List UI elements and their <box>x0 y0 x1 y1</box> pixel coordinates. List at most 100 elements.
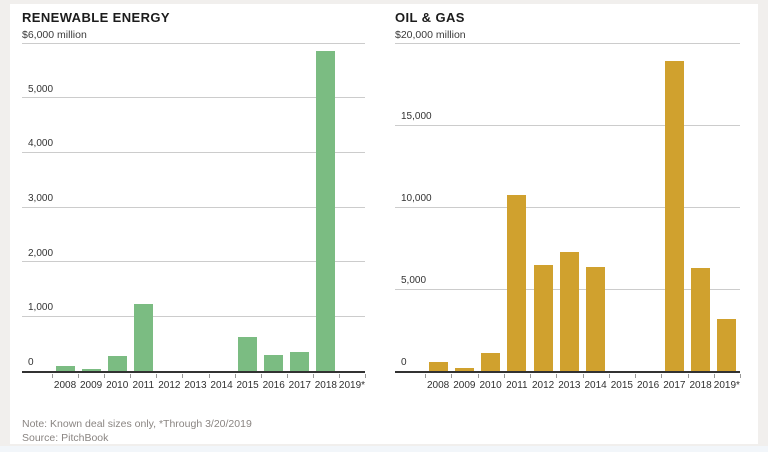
x-axis-tick <box>182 374 184 378</box>
plot-area: 15,000 10,000 5,000 0 2008 2009 2010 2011 2012 20… <box>395 42 741 391</box>
x-tick-label-2008: 2008 <box>53 380 77 391</box>
y-tick-label-5000: 5,000 <box>401 275 427 286</box>
x-axis-tick <box>477 374 479 378</box>
x-axis-tick <box>78 374 80 378</box>
y-axis-unit-label: $20,000 million <box>395 29 466 41</box>
x-tick-label-2018: 2018 <box>314 380 337 391</box>
bar-2016 <box>264 354 284 371</box>
x-axis-tick <box>582 374 584 378</box>
x-axis-tick <box>104 374 106 378</box>
x-axis-tick <box>635 374 636 378</box>
x-tick-label-2011: 2011 <box>132 380 155 391</box>
y-tick-label-3000: 3,000 <box>28 193 54 204</box>
x-axis-tick <box>208 374 210 378</box>
chart-title: RENEWABLE ENERGY <box>22 10 170 25</box>
x-axis-tick <box>503 374 505 378</box>
y-tick-label-5000: 5,000 <box>28 83 54 95</box>
gridline-10000 <box>395 206 740 208</box>
bar-2018 <box>316 51 336 371</box>
page-bottom-strip <box>0 446 768 452</box>
x-tick-label-2009: 2009 <box>79 380 103 391</box>
x-axis-baseline <box>395 371 740 373</box>
x-axis-tick <box>52 374 53 378</box>
x-tick-label-2014: 2014 <box>584 380 607 391</box>
bar-2017 <box>290 352 310 371</box>
y-tick-label-2000: 2,000 <box>28 247 54 259</box>
x-axis-tick <box>365 374 366 378</box>
chart-title: OIL & GAS <box>395 10 465 25</box>
bar-2008 <box>428 361 448 371</box>
gridline-15000 <box>395 124 740 126</box>
bar-2008 <box>55 365 75 371</box>
gridline-5000 <box>22 97 365 99</box>
x-axis-tick <box>661 374 663 378</box>
x-tick-label-2014: 2014 <box>210 380 233 391</box>
x-axis-tick <box>156 374 158 378</box>
bar-2009 <box>81 368 101 371</box>
renewable-energy-chart: RENEWABLE ENERGY $6,000 million 5,000 4,0… <box>22 4 366 404</box>
x-axis-tick <box>234 374 236 378</box>
x-tick-label-2010: 2010 <box>479 380 502 391</box>
x-axis-tick <box>338 374 340 378</box>
x-tick-label-2019*: 2019* <box>338 380 366 391</box>
x-tick-label-2011: 2011 <box>506 380 528 391</box>
x-tick-label-2012: 2012 <box>158 380 181 391</box>
x-tick-label-2016: 2016 <box>637 380 660 391</box>
x-tick-label-2015: 2015 <box>610 380 633 391</box>
gridline-3000 <box>22 206 365 208</box>
gridline-1000 <box>22 315 365 317</box>
gridline-4000 <box>22 151 365 153</box>
bar-2017 <box>664 61 684 371</box>
plot-area: 5,000 4,000 3,000 2,000 1,000 0 2008 2009 2010 20… <box>22 42 366 391</box>
bar-2010 <box>107 355 127 371</box>
bar-2010 <box>481 352 501 371</box>
bar-2019* <box>717 318 737 371</box>
bar-2013 <box>559 252 579 371</box>
x-axis-tick <box>713 374 715 378</box>
bar-2015 <box>238 336 258 371</box>
bar-2011 <box>507 194 527 371</box>
x-axis-tick <box>260 374 262 378</box>
x-tick-label-2012: 2012 <box>532 380 555 391</box>
y-tick-label-1000: 1,000 <box>28 302 54 314</box>
x-axis-tick <box>687 374 689 378</box>
source-credit: Source: PitchBook <box>22 432 109 444</box>
y-tick-label-0: 0 <box>28 357 34 368</box>
x-tick-label-2008: 2008 <box>427 380 450 391</box>
gridline-6000 <box>22 42 365 44</box>
x-axis-tick <box>608 374 610 378</box>
x-tick-label-2018: 2018 <box>689 380 712 391</box>
x-tick-label-2019*: 2019* <box>713 380 740 391</box>
bar-2009 <box>454 367 474 371</box>
gridline-2000 <box>22 261 365 263</box>
x-axis-tick <box>425 374 426 378</box>
x-tick-label-2017: 2017 <box>663 380 686 391</box>
y-axis-unit-label: $6,000 million <box>22 29 87 41</box>
gridline-20000 <box>395 42 740 44</box>
bar-2014 <box>586 266 606 371</box>
y-tick-label-15000: 15,000 <box>401 111 432 122</box>
x-tick-label-2010: 2010 <box>106 380 129 391</box>
chart-card: RENEWABLE ENERGY $6,000 million 5,000 4,0… <box>10 4 758 444</box>
x-tick-label-2009: 2009 <box>453 380 476 391</box>
x-axis-tick <box>556 374 558 378</box>
x-axis-baseline <box>22 371 365 373</box>
y-tick-label-10000: 10,000 <box>401 193 432 204</box>
oil-gas-chart: OIL & GAS $20,000 million 15,000 10,000 5,… <box>395 4 741 404</box>
bar-2011 <box>133 303 153 371</box>
y-tick-label-4000: 4,000 <box>28 138 54 150</box>
x-tick-label-2015: 2015 <box>236 380 259 391</box>
footnote: Note: Known deal sizes only, *Through 3/… <box>22 418 252 430</box>
x-tick-label-2013: 2013 <box>558 380 581 391</box>
x-tick-label-2016: 2016 <box>262 380 285 391</box>
x-axis-tick <box>530 374 531 378</box>
bar-2018 <box>691 268 711 371</box>
y-tick-label-0: 0 <box>401 357 407 368</box>
bar-2012 <box>533 264 553 371</box>
x-tick-label-2013: 2013 <box>184 380 207 391</box>
x-tick-label-2017: 2017 <box>288 380 311 391</box>
x-axis-tick <box>740 374 741 378</box>
x-axis-tick <box>286 374 288 378</box>
x-axis-tick <box>312 374 314 378</box>
x-axis-tick <box>451 374 453 378</box>
